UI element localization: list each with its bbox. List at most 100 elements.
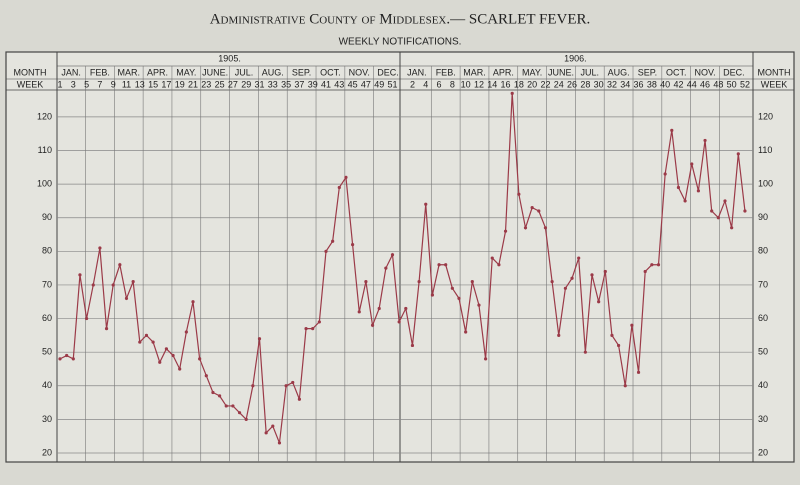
week-label: 52 <box>740 79 750 89</box>
point <box>131 279 135 284</box>
point <box>557 333 561 337</box>
week-label: 26 <box>567 79 577 89</box>
month-label: MAY. <box>176 67 196 77</box>
week-label: 41 <box>321 79 331 89</box>
point <box>224 404 228 408</box>
month-label: JUNE. <box>202 67 228 77</box>
point <box>610 333 614 337</box>
week-label: 27 <box>228 79 238 89</box>
y-tick-label: 120 <box>758 111 773 121</box>
week-label: 4 <box>423 79 428 89</box>
point <box>410 343 415 348</box>
week-label: 33 <box>268 79 278 89</box>
week-label: 8 <box>450 79 455 89</box>
week-label: 6 <box>437 79 442 89</box>
week-label: 36 <box>634 79 644 89</box>
week-label: 5 <box>84 79 89 89</box>
month-label: JAN. <box>407 67 427 77</box>
point <box>284 384 288 388</box>
point <box>497 263 501 267</box>
point <box>404 306 408 311</box>
point <box>643 269 647 274</box>
point <box>198 357 202 361</box>
point <box>104 327 109 331</box>
y-tick-label: 20 <box>758 447 768 457</box>
point <box>297 397 301 401</box>
point <box>78 273 82 277</box>
point <box>670 128 674 132</box>
week-label: 51 <box>387 79 397 89</box>
point <box>344 175 348 179</box>
point <box>710 209 714 213</box>
point <box>277 441 282 445</box>
line <box>405 93 746 386</box>
month-label: SEP. <box>292 67 311 77</box>
point <box>430 293 434 297</box>
week-label: 21 <box>188 79 198 89</box>
point <box>523 226 528 230</box>
point <box>597 300 601 304</box>
point <box>743 209 747 213</box>
month-label: SEP. <box>638 67 657 77</box>
y-tick-label: 110 <box>38 145 52 155</box>
point <box>563 286 568 290</box>
week-label: 38 <box>647 79 657 89</box>
point <box>211 390 215 395</box>
row-label: MONTH <box>14 67 47 77</box>
month-label: JAN. <box>61 67 81 77</box>
week-label: 11 <box>122 79 131 89</box>
point <box>151 340 155 344</box>
point <box>244 417 248 421</box>
point <box>730 226 734 230</box>
point <box>331 239 335 243</box>
y-tick-label: 30 <box>42 414 52 424</box>
y-tick-label: 40 <box>758 380 768 390</box>
point <box>71 357 75 361</box>
week-label: 35 <box>281 79 291 89</box>
point <box>178 367 182 371</box>
point <box>537 209 541 213</box>
week-label: 16 <box>501 79 511 89</box>
week-label: 45 <box>348 79 358 89</box>
point <box>85 316 89 321</box>
week-label: 9 <box>111 79 116 89</box>
point <box>617 343 621 348</box>
point <box>377 306 381 311</box>
point <box>231 404 235 408</box>
point <box>424 202 428 206</box>
chart-subtitle: WEEKLY NOTIFICATIONS. <box>339 37 462 48</box>
y-tick-label: 80 <box>42 246 52 256</box>
point <box>603 269 607 274</box>
week-label: 14 <box>487 79 497 89</box>
point <box>124 296 129 300</box>
month-label: DEC. <box>377 67 399 77</box>
point <box>464 330 468 334</box>
week-label: 22 <box>540 79 550 89</box>
row-label: WEEK <box>761 79 788 89</box>
point <box>271 424 275 428</box>
point <box>623 384 627 388</box>
week-label: 2 <box>410 79 415 89</box>
y-tick-label: 30 <box>758 414 768 424</box>
point <box>676 185 681 190</box>
point <box>696 189 701 193</box>
week-label: 12 <box>474 79 484 89</box>
week-label: 17 <box>161 79 171 89</box>
year-label: 1905. <box>218 53 241 63</box>
point <box>490 256 494 260</box>
y-tick-label: 60 <box>758 313 768 323</box>
point <box>118 263 122 267</box>
week-label: 47 <box>361 79 371 89</box>
line <box>59 175 400 444</box>
row-label: WEEK <box>17 79 44 89</box>
point <box>384 266 388 270</box>
point <box>204 374 208 378</box>
point <box>291 380 295 385</box>
y-tick-label: 100 <box>37 178 52 188</box>
point <box>577 256 581 260</box>
point <box>158 360 162 364</box>
point <box>543 226 548 230</box>
week-label: 13 <box>135 79 145 89</box>
row-label: MONTH <box>758 67 791 77</box>
